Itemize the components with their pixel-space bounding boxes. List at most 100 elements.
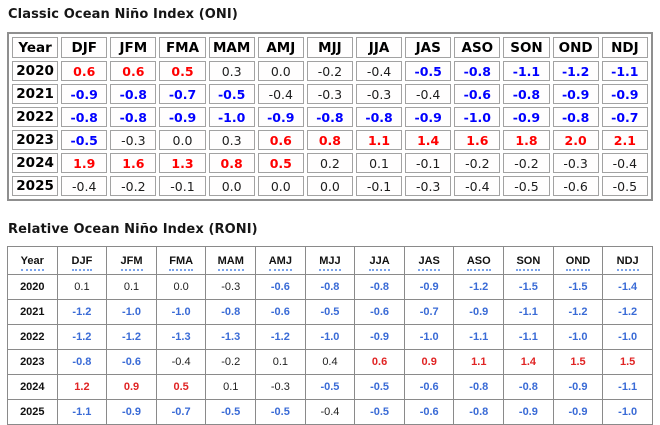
value-cell: -0.3	[205, 274, 257, 300]
value-cell: -1.2	[602, 299, 653, 325]
value-cell: 0.1	[106, 274, 157, 300]
table-row-2025: 2025 -0.4 -0.2 -0.1 0.0 0.0 0.0 -0.1 -0.3 -0.4 -0.…	[12, 176, 648, 196]
table-row-2020: 2020 0.6 0.6 0.5 0.3 0.0 -0.2 -0.4 -0.5 -0.8 -1.1-…	[12, 61, 648, 81]
table-row-2021: 2021 -1.2 -1.0 -1.0 -0.8 -0.6 -0.5 -0.6 -0.7 -0.9…	[7, 299, 653, 325]
column-header-label: JFM	[120, 254, 143, 271]
column-header-djf[interactable]: DJF	[56, 246, 108, 275]
value-cell: -0.8	[110, 107, 157, 127]
column-header-mam[interactable]: MAM	[205, 246, 257, 275]
column-header-label: MJJ	[319, 254, 341, 271]
column-header-label: FMA	[165, 39, 200, 56]
table-row-2023: 2023 -0.5 -0.3 0.0 0.3 0.6 0.8 1.1 1.4 1.6 1.8 2.0 2…	[12, 130, 648, 150]
value-cell: 0.5	[159, 61, 206, 81]
value-cell: 1.6	[110, 153, 157, 173]
value-cell: -1.0	[304, 324, 356, 350]
value-cell: -0.3	[110, 130, 157, 150]
column-header-ond[interactable]: OND	[552, 246, 604, 275]
column-header-label: FMA	[169, 254, 194, 271]
value-cell: -0.4	[454, 176, 501, 196]
value-cell: 0.2	[306, 153, 353, 173]
column-header-mam: MAM	[208, 37, 255, 58]
value-cell: -0.5	[354, 374, 405, 400]
table-row-2022: 2022 -0.8 -0.8 -0.9 -1.0 -0.9 -0.8 -0.8 -0.9 -1.0…	[12, 107, 648, 127]
column-header-amj[interactable]: AMJ	[255, 246, 306, 275]
column-header-jas: JAS	[405, 37, 452, 58]
value-cell: -0.6	[106, 349, 157, 375]
value-cell: 0.8	[208, 153, 255, 173]
table-row-2024: 2024 1.9 1.6 1.3 0.8 0.5 0.2 0.1 -0.1 -0.2 -0.2 -0.…	[12, 153, 648, 173]
value-cell: -0.6	[255, 274, 306, 300]
column-header-djf: DJF	[61, 37, 108, 58]
value-cell: -1.2	[56, 299, 108, 325]
value-cell: 0.5	[155, 374, 207, 400]
year-cell: 2022	[7, 324, 58, 350]
value-cell: -0.1	[405, 153, 452, 173]
column-header-fma[interactable]: FMA	[155, 246, 207, 275]
value-cell: -0.3	[355, 84, 403, 104]
value-cell: -0.9	[601, 84, 648, 104]
value-cell: -0.9	[403, 274, 455, 300]
value-cell: -0.8	[205, 299, 257, 325]
value-cell: 0.0	[155, 274, 207, 300]
column-header-label: JAS	[418, 254, 440, 271]
column-header-jfm: JFM	[110, 37, 157, 58]
column-header-jja[interactable]: JJA	[354, 246, 405, 275]
value-cell: 1.1	[355, 130, 403, 150]
column-header-label: JFM	[119, 39, 148, 56]
column-header-label: JAS	[415, 39, 441, 56]
column-header-ndj: NDJ	[601, 37, 648, 58]
value-cell: -0.8	[503, 84, 550, 104]
value-cell: -0.3	[255, 374, 306, 400]
value-cell: -0.8	[306, 107, 353, 127]
value-cell: 0.0	[257, 176, 304, 196]
value-cell: -0.7	[159, 84, 206, 104]
column-header-year[interactable]: Year	[7, 246, 58, 275]
oni-table-title: Classic Ocean Niño Index (ONI)	[8, 7, 238, 22]
value-cell: -0.9	[453, 299, 505, 325]
table-row-2023: 2023 -0.8 -0.6 -0.4 -0.2 0.1 0.4 0.6 0.9 1.1 1.4 1.…	[7, 349, 653, 375]
column-header-jfm[interactable]: JFM	[106, 246, 157, 275]
value-cell: -0.4	[405, 84, 452, 104]
value-cell: -0.6	[403, 374, 455, 400]
column-header-ndj[interactable]: NDJ	[602, 246, 653, 275]
value-cell: -0.9	[552, 374, 604, 400]
column-header-label: NDJ	[611, 39, 639, 56]
column-header-amj: AMJ	[257, 37, 304, 58]
column-header-ond: OND	[552, 37, 599, 58]
column-header-label: DJF	[71, 39, 97, 56]
column-header-label: AMJ	[266, 39, 296, 56]
year-cell: 2024	[12, 153, 59, 173]
value-cell: -0.9	[159, 107, 206, 127]
value-cell: -1.1	[503, 299, 554, 325]
value-cell: 1.4	[405, 130, 452, 150]
table-row-2025: 2025 -1.1 -0.9 -0.7 -0.5 -0.5 -0.4 -0.5 -0.6 -0.8…	[7, 399, 653, 425]
year-cell: 2022	[12, 107, 59, 127]
value-cell: 0.6	[61, 61, 108, 81]
value-cell: 0.9	[403, 349, 455, 375]
table-row-2024: 2024 1.2 0.9 0.5 0.1 -0.3 -0.5 -0.5 -0.6 -0.8 -0.8…	[7, 374, 653, 400]
column-header-mjj: MJJ	[306, 37, 353, 58]
value-cell: -1.0	[454, 107, 501, 127]
value-cell: -1.2	[552, 299, 604, 325]
value-cell: -0.3	[405, 176, 452, 196]
column-header-aso[interactable]: ASO	[453, 246, 505, 275]
value-cell: -0.8	[354, 274, 405, 300]
oni-table: Year DJF JFM FMA MAM AMJ MJJ JJA JAS ASO SON OND NDJ…	[7, 32, 653, 201]
value-cell: 0.0	[306, 176, 353, 196]
value-cell: -0.5	[405, 61, 452, 81]
value-cell: 1.5	[602, 349, 653, 375]
table-row-2020: 2020 0.1 0.1 0.0 -0.3 -0.6 -0.8 -0.8 -0.9 -1.2 -1.…	[7, 274, 653, 300]
year-cell: 2020	[7, 274, 58, 300]
year-cell: 2023	[7, 349, 58, 375]
table-row-2022: 2022 -1.2 -1.2 -1.3 -1.3 -1.2 -1.0 -0.9 -1.0 -1.1…	[7, 324, 653, 350]
column-header-son[interactable]: SON	[503, 246, 554, 275]
value-cell: -0.3	[306, 84, 353, 104]
value-cell: -1.2	[106, 324, 157, 350]
column-header-jas[interactable]: JAS	[403, 246, 455, 275]
value-cell: 0.6	[257, 130, 304, 150]
column-header-mjj[interactable]: MJJ	[304, 246, 356, 275]
year-cell: 2023	[12, 130, 59, 150]
value-cell: 0.9	[106, 374, 157, 400]
value-cell: -1.3	[155, 324, 207, 350]
value-cell: 1.2	[56, 374, 108, 400]
